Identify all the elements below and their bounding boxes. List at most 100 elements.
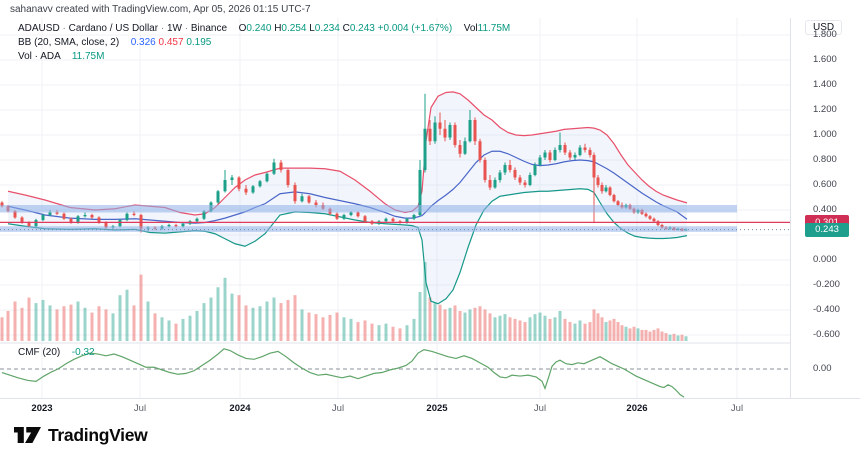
volume-bar bbox=[209, 297, 213, 341]
volume-bar bbox=[478, 306, 482, 341]
price-zone bbox=[0, 205, 737, 213]
candle-body bbox=[600, 185, 604, 192]
time-tick-label: 2026 bbox=[626, 403, 648, 414]
volume-bar bbox=[433, 303, 437, 341]
candle-body bbox=[237, 177, 241, 189]
volume-bar bbox=[652, 329, 656, 341]
volume-bar bbox=[13, 301, 17, 341]
candle-body bbox=[97, 217, 101, 223]
price-tick-label: -0.400 bbox=[813, 304, 840, 315]
volume-bar bbox=[223, 277, 227, 341]
volume-bar bbox=[188, 315, 192, 341]
candle-body bbox=[314, 202, 318, 205]
cmf-indicator-row[interactable]: CMF (20) -0.32 bbox=[18, 347, 95, 358]
volume-bar bbox=[592, 309, 596, 341]
volume-bar bbox=[578, 320, 582, 341]
volume-bar bbox=[632, 326, 636, 341]
candle-body bbox=[412, 215, 416, 219]
volume-bar bbox=[648, 331, 652, 341]
currency-toggle[interactable]: USD bbox=[805, 20, 843, 35]
candle-body bbox=[230, 177, 234, 180]
close-label: C bbox=[342, 23, 350, 34]
price-axis[interactable]: USD 1.800 1.600 1.400 1.200 1.000 0.800 0.600 0… bbox=[790, 18, 860, 398]
volume-bar bbox=[628, 328, 632, 341]
candle-body bbox=[438, 122, 442, 129]
volume-label: Vol bbox=[463, 23, 478, 34]
main-chart-canvas[interactable] bbox=[0, 0, 790, 398]
candle-body bbox=[216, 191, 220, 203]
tradingview-logo[interactable]: TradingView bbox=[14, 421, 148, 449]
vol-row-title: Vol · ADA bbox=[18, 51, 61, 62]
volume-bar bbox=[405, 325, 409, 341]
candle-body bbox=[652, 218, 656, 222]
volume-bar bbox=[167, 320, 171, 341]
candle-body bbox=[48, 212, 52, 215]
volume-bar bbox=[20, 307, 24, 341]
volume-value: 11.75M bbox=[477, 23, 511, 34]
separator: · bbox=[184, 23, 189, 34]
candle-body bbox=[272, 162, 276, 174]
candle-body bbox=[405, 218, 409, 223]
candle-body bbox=[608, 187, 612, 195]
candle-body bbox=[443, 128, 447, 138]
volume-bar bbox=[458, 310, 462, 341]
candle-body bbox=[356, 212, 360, 217]
cmf-value: -0.32 bbox=[71, 347, 95, 358]
volume-bar bbox=[438, 304, 442, 341]
candle-body bbox=[125, 213, 129, 220]
volume-bar bbox=[508, 317, 512, 341]
time-tick-label: Jul bbox=[730, 403, 744, 414]
volume-bar bbox=[443, 309, 447, 341]
volume-bar bbox=[272, 297, 276, 341]
candle-body bbox=[83, 215, 87, 217]
candle-body bbox=[644, 213, 648, 217]
candle-body bbox=[592, 155, 596, 178]
cmf-line bbox=[1, 348, 685, 398]
candle-body bbox=[55, 212, 59, 214]
candle-body bbox=[258, 181, 262, 187]
candle-body bbox=[423, 128, 427, 170]
volume-bar bbox=[258, 306, 262, 341]
bb-fill bbox=[8, 91, 687, 304]
candle-body bbox=[478, 141, 482, 160]
volume-bar bbox=[600, 317, 604, 341]
tradingview-logo-icon bbox=[14, 427, 41, 443]
candle-body bbox=[604, 187, 608, 192]
exchange-label: Binance bbox=[190, 23, 228, 34]
volume-bar bbox=[300, 309, 304, 341]
candle-body bbox=[202, 211, 206, 219]
tradingview-logo-text: TradingView bbox=[48, 424, 148, 445]
price-zone bbox=[0, 226, 737, 232]
bb-indicator-row[interactable]: BB (20, SMA, close, 2) 0.326 0.457 0.195 bbox=[18, 36, 510, 50]
chart-legend: ADAUSD · Cardano / US Dollar · 1W · Bina… bbox=[18, 22, 510, 64]
volume-bar bbox=[160, 317, 164, 341]
candle-body bbox=[596, 177, 600, 185]
time-axis[interactable]: 2023 Jul 2024 Jul 2025 Jul 2026 Jul bbox=[0, 398, 860, 418]
volume-bar bbox=[398, 328, 402, 341]
symbol-legend-row[interactable]: ADAUSD · Cardano / US Dollar · 1W · Bina… bbox=[18, 22, 510, 36]
volume-indicator-row[interactable]: Vol · ADA 11.75M bbox=[18, 50, 510, 64]
volume-bar bbox=[244, 305, 248, 341]
change-value: +0.004 (+1.67%) bbox=[377, 23, 453, 34]
symbol-description: Cardano / US Dollar bbox=[68, 23, 159, 34]
candle-body bbox=[384, 218, 388, 222]
volume-bar bbox=[668, 334, 672, 341]
candle-body bbox=[69, 218, 73, 223]
candle-body bbox=[553, 150, 557, 160]
volume-bar bbox=[528, 317, 532, 341]
volume-bar bbox=[428, 297, 432, 341]
candle-body bbox=[453, 125, 457, 145]
price-tick-label: 1.800 bbox=[813, 29, 837, 40]
volume-bar bbox=[680, 334, 684, 341]
candle-body bbox=[251, 186, 255, 193]
bb-lower-value: 0.195 bbox=[186, 37, 212, 48]
volume-bar bbox=[335, 312, 339, 341]
interval-label: 1W bbox=[166, 23, 182, 34]
time-tick-label: 2025 bbox=[426, 403, 448, 414]
volume-bar bbox=[498, 315, 502, 341]
volume-bar bbox=[230, 293, 234, 341]
price-tick-label: 1.400 bbox=[813, 79, 837, 90]
volume-bar bbox=[265, 301, 269, 341]
time-tick-label: 2024 bbox=[229, 403, 251, 414]
